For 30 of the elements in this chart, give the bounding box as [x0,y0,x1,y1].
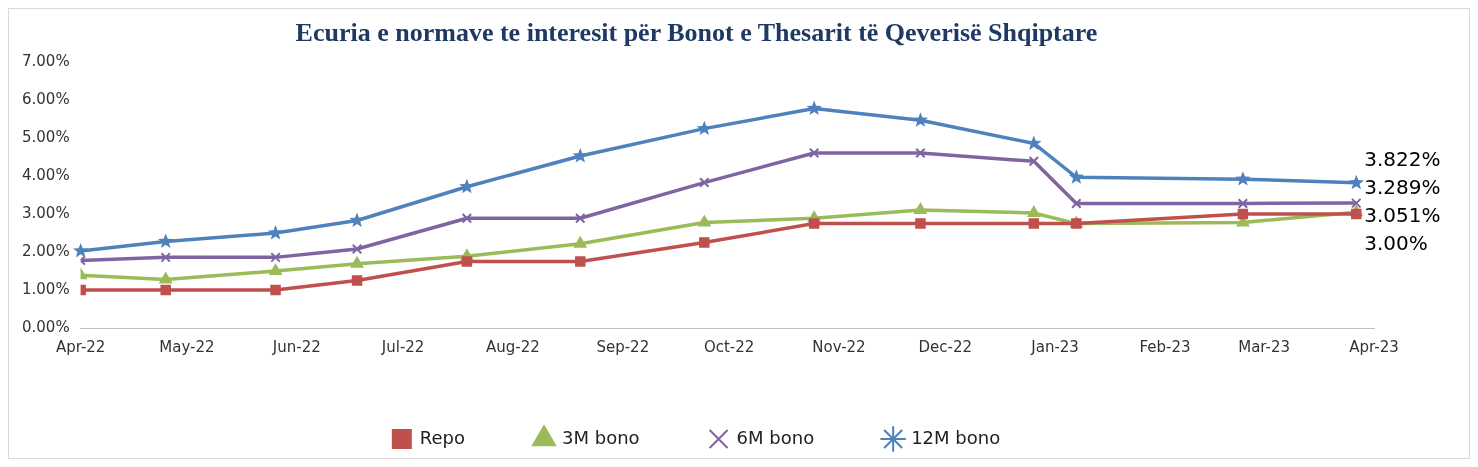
data-label: 3.051% [1364,203,1441,228]
y-tick-label: 4.00% [22,166,70,184]
x-tick-label: Mar-23 [1238,337,1291,356]
x-tick-label: Sep-22 [596,337,650,356]
legend-label: Repo [419,426,466,448]
data-label: 3.00% [1364,231,1428,256]
x-tick-label: Aug-22 [486,337,540,356]
x-tick-label: Apr-23 [1349,337,1399,356]
x-tick-label: Dec-22 [918,337,973,356]
y-tick-label: 1.00% [22,279,70,298]
data-label: 3.822% [1364,147,1441,172]
x-tick-label: Jun-22 [271,337,321,356]
y-tick-label: 3.00% [22,203,70,222]
legend-label: 12M bono [911,426,1001,448]
chart-title: Ecuria e normave te interesit për Bonot e Thesarit të Qeverisë Shqiptare [295,18,1098,48]
data-label: 3.289% [1364,175,1441,200]
legend-label: 6M bono [736,426,815,448]
x-tick-label: Oct-22 [703,337,755,356]
y-tick-label: 5.00% [22,128,70,147]
x-tick-label: Jul-22 [380,337,425,356]
x-tick-label: Jan-23 [1030,337,1079,356]
x-tick-label: Feb-23 [1139,337,1191,356]
y-tick-label: 6.00% [22,90,70,109]
y-tick-label: 0.00% [22,317,70,336]
x-tick-label: May-22 [159,337,215,356]
legend-label: 3M bono [562,426,640,448]
x-tick-label: Apr-22 [55,337,106,356]
y-tick-label: 7.00% [22,52,70,71]
x-tick-label: Nov-22 [812,337,866,356]
y-tick-label: 2.00% [22,241,70,260]
